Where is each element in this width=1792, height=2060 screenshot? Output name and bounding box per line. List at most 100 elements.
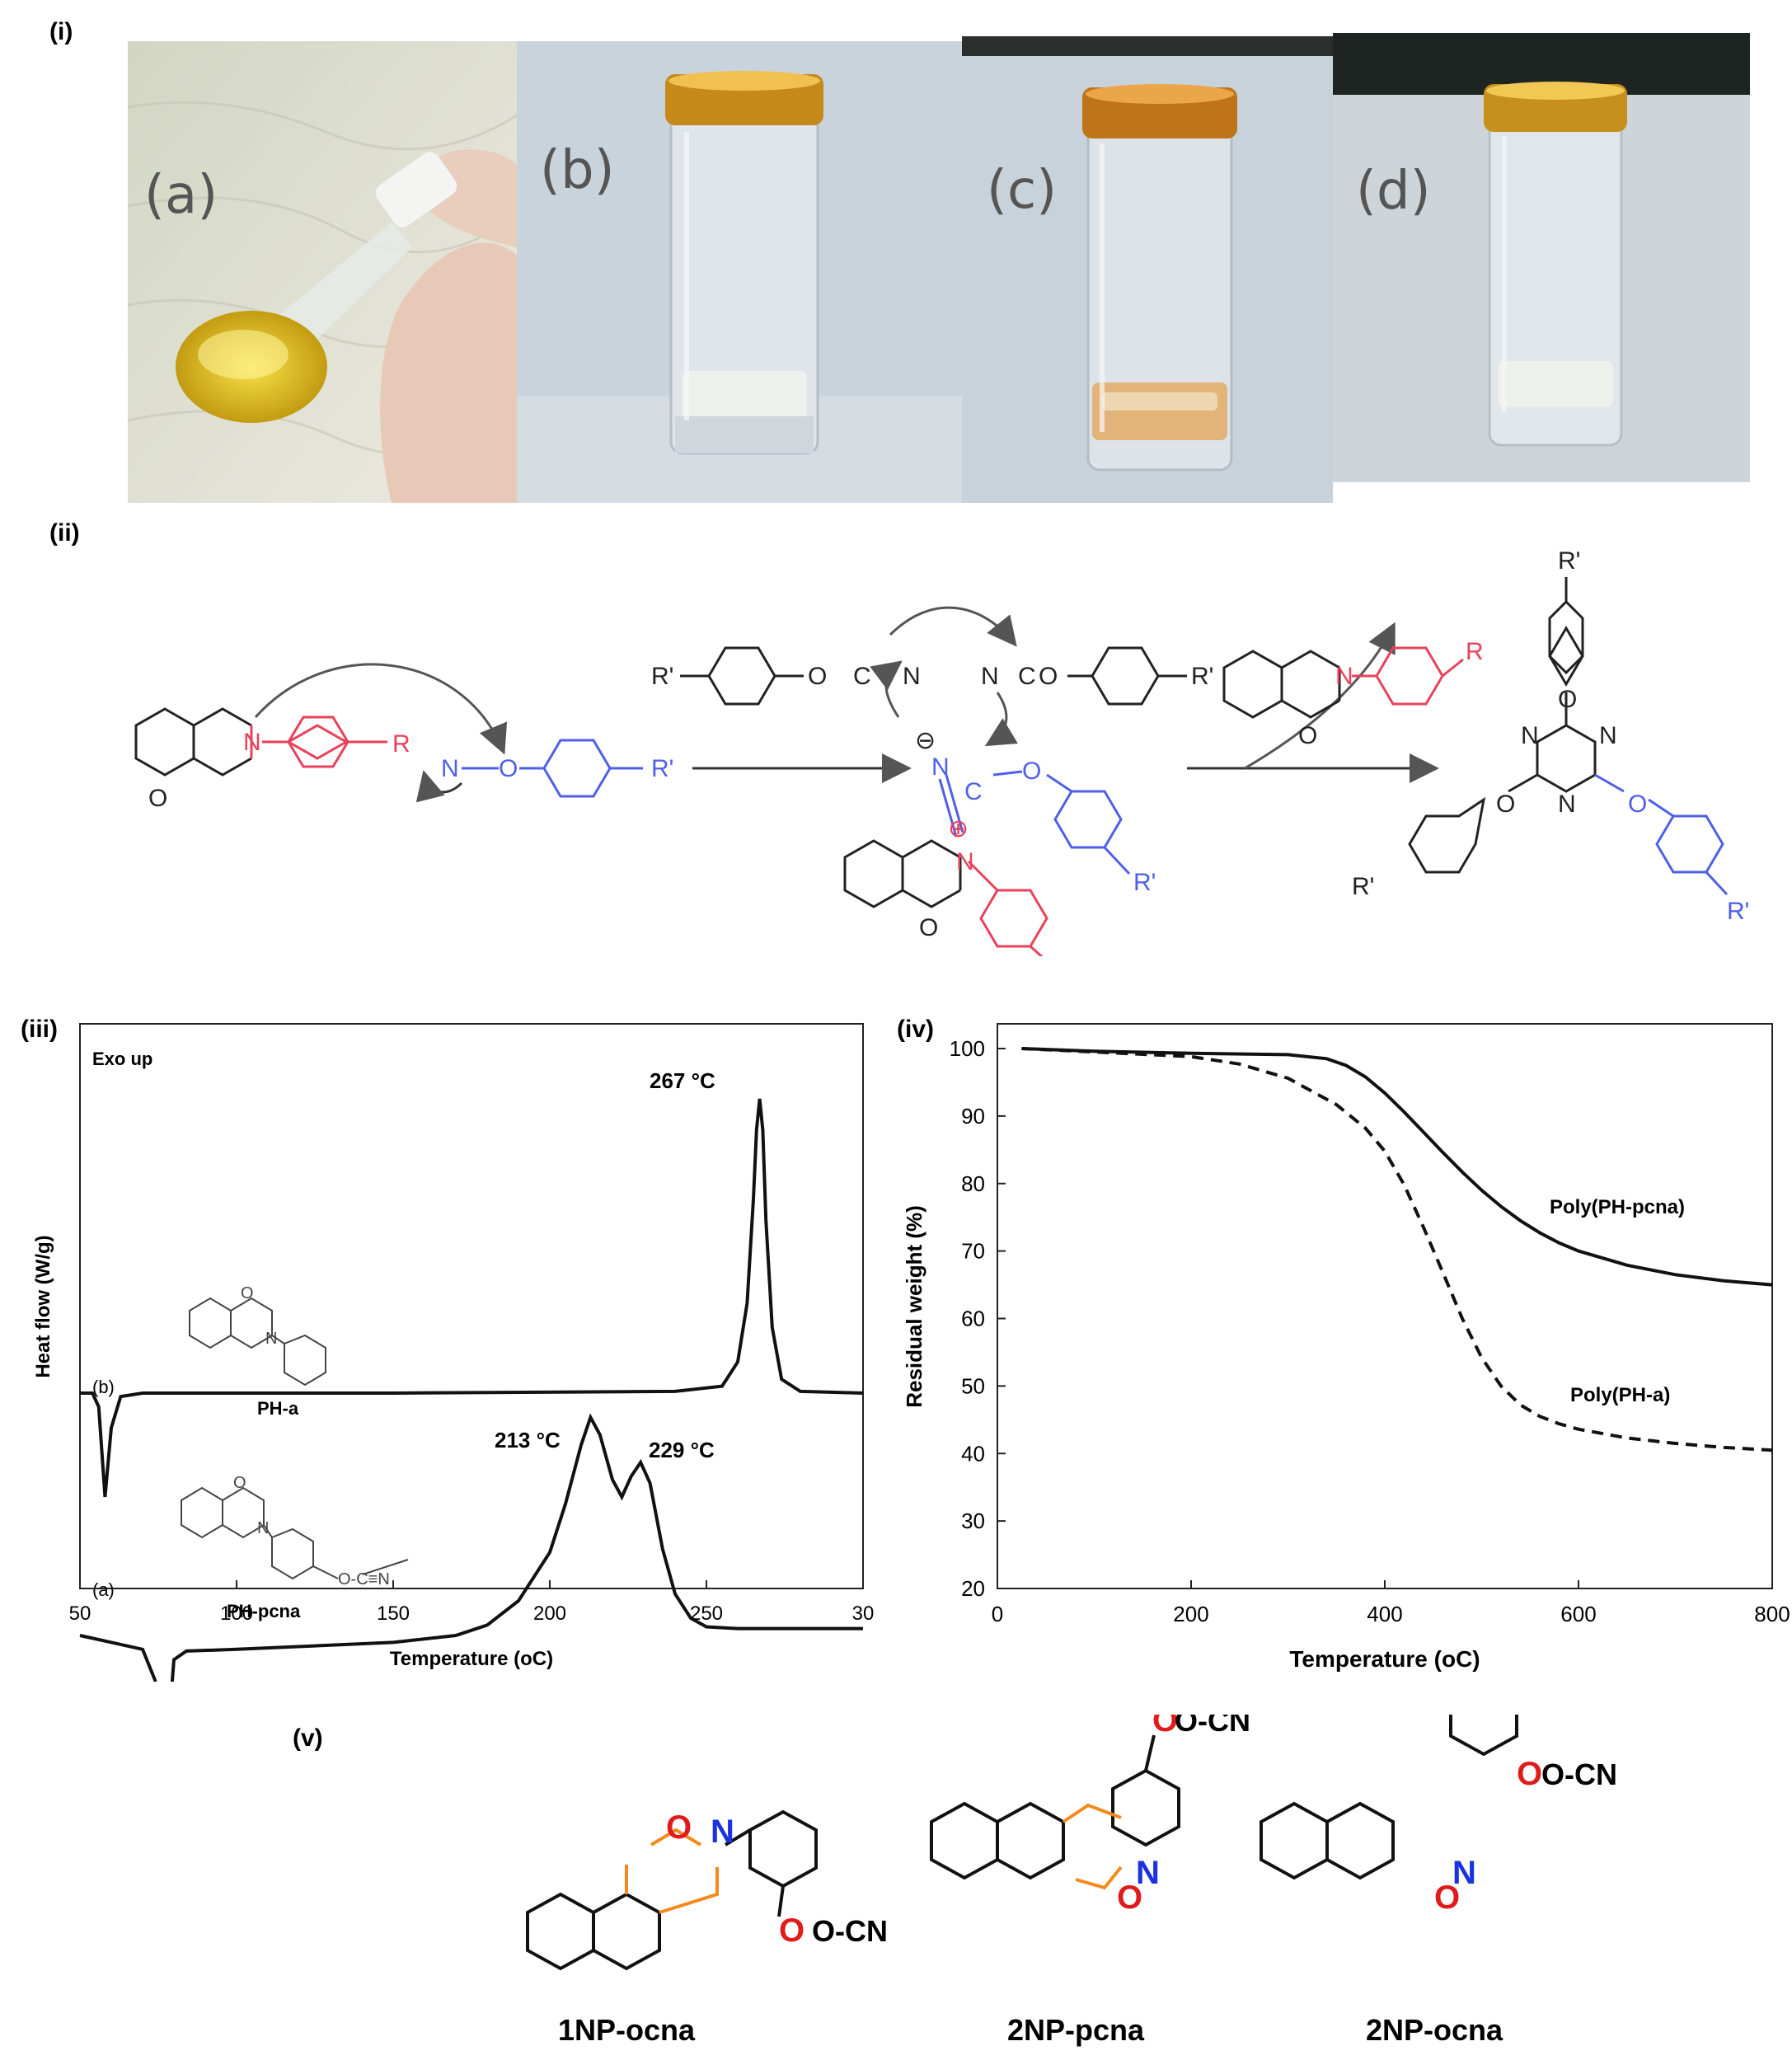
- tga-x-tick-label: 0: [992, 1602, 1003, 1626]
- atom-Rp-1: R': [651, 755, 673, 782]
- substituent-1np-ocna: O-CN: [812, 1914, 888, 1948]
- tga-series-label-pcna: Poly(PH-pcna): [1550, 1196, 1685, 1218]
- tga-y-tick-label: 70: [961, 1239, 985, 1264]
- tga-y-tick-label: 40: [961, 1441, 985, 1466]
- atom-Rp-2: R': [651, 663, 673, 690]
- atom-Rp-7: R': [1727, 898, 1749, 925]
- atom-O-3: O: [808, 663, 827, 690]
- atom-N-6: N: [956, 848, 974, 875]
- photo-c-label: (c): [987, 160, 1058, 221]
- phpcna-structure: [181, 1486, 409, 1580]
- tga-y-tick-label: 30: [961, 1509, 985, 1533]
- dsc-chart: Exo up (b) (a) PH-a PH-pcna 267 °C 213 °…: [32, 1023, 875, 1682]
- substituent-2np-pcna: O-CN: [1175, 1715, 1250, 1738]
- svg-text:O: O: [1117, 1879, 1142, 1916]
- panel-iii-label: (iii): [21, 1016, 58, 1043]
- benzoxazine-benzo-ring-1: [134, 707, 195, 777]
- atom-C-3: C: [964, 778, 983, 805]
- atom-N-2: N: [441, 755, 459, 782]
- dsc-structure-label-phpcna: PH-pcna: [227, 1601, 301, 1621]
- svg-text:O: O: [241, 1284, 254, 1302]
- dsc-y-axis-label: Heat flow (W/g): [32, 1235, 54, 1377]
- atom-O-7: O: [1298, 722, 1317, 749]
- aryl-cyanate-1: [462, 739, 643, 798]
- compound-name-1np-ocna: 1NP-ocna: [558, 2013, 696, 2047]
- atom-Rp-3: R': [1191, 663, 1213, 690]
- svg-text:O-C≡N: O-C≡N: [338, 1570, 390, 1588]
- tga-y-tick-label: 80: [961, 1171, 985, 1196]
- atom-O-9: O: [1496, 791, 1515, 818]
- svg-text:N: N: [1136, 1855, 1160, 1891]
- photo-b-image: [517, 41, 962, 503]
- photo-c-image: [962, 36, 1333, 503]
- benzoxazine-benzo-ring-2: [843, 839, 962, 908]
- atom-N-10: N: [1558, 791, 1576, 818]
- dsc-x-tick-label: 100: [220, 1602, 253, 1625]
- svg-text:N: N: [257, 1519, 269, 1537]
- photo-a-image: [128, 41, 517, 503]
- panel-iv-label: (iv): [897, 1016, 934, 1043]
- svg-text:O: O: [666, 1809, 692, 1846]
- tga-y-tick-label: 20: [961, 1576, 985, 1601]
- n-phenyl-ring-1: [250, 716, 387, 768]
- photo-b: (b): [517, 41, 962, 503]
- atom-O-2: O: [499, 755, 518, 782]
- cyanate-right-intermediate: [1067, 646, 1187, 706]
- atom-O-6: O: [919, 914, 938, 941]
- compound-name-2np-ocna: 2NP-ocna: [1366, 2013, 1503, 2047]
- pha-structure: [189, 1297, 326, 1387]
- dsc-x-tick-label: 200: [533, 1602, 566, 1625]
- tga-chart: 0 200 400 600 800 20 30 40 50 60 70 80 90 100 Poly(PH…: [902, 1023, 1790, 1672]
- dsc-series-label-b: (b): [92, 1377, 115, 1397]
- dsc-annotation-exo-up: Exo up: [92, 1049, 152, 1069]
- atom-Rp-4: R': [1133, 869, 1156, 896]
- oxazine-ring-1np-ocna: [625, 1828, 719, 1914]
- tga-y-tick-label: 50: [961, 1373, 985, 1398]
- tga-y-tick-label: 60: [961, 1307, 985, 1331]
- atom-O-8: O: [1558, 686, 1577, 713]
- photo-a: (a): [128, 41, 517, 503]
- dsc-peak-label-229: 229 °C: [649, 1438, 715, 1462]
- atom-N-4: N: [981, 663, 999, 690]
- atom-O-4: O: [1039, 663, 1058, 690]
- photo-d-image: [1333, 33, 1750, 482]
- svg-text:O: O: [779, 1912, 805, 1949]
- panel-i-label: (i): [49, 18, 73, 45]
- photo-c: (c): [962, 36, 1333, 503]
- dsc-x-tick-label: 30: [852, 1602, 875, 1625]
- panel-v-label: (v): [293, 1724, 323, 1752]
- tga-plot-frame: [997, 1023, 1773, 1589]
- atom-N-7: N: [1335, 663, 1353, 690]
- atom-C-1: C: [853, 663, 871, 690]
- panel-ii-label: (ii): [49, 519, 80, 547]
- dsc-series-group: [79, 1098, 864, 1682]
- photo-d: (d): [1333, 33, 1750, 482]
- dsc-series-line-0: [80, 1098, 864, 1498]
- tga-series-group: [1021, 1047, 1773, 1452]
- atom-N-1: N: [243, 729, 261, 756]
- minus-charge: ⊖: [915, 727, 936, 754]
- svg-text:O: O: [1517, 1756, 1542, 1792]
- dsc-peak-label-267: 267 °C: [650, 1068, 715, 1093]
- atom-N-8: N: [1521, 722, 1539, 749]
- atom-C-2: C: [1018, 663, 1036, 690]
- dsc-series-line-1: [79, 1413, 863, 1682]
- dsc-x-tick-label: 250: [690, 1602, 723, 1625]
- atom-R-3: R: [1466, 638, 1484, 665]
- tga-x-tick-label: 400: [1367, 1602, 1402, 1626]
- atom-N-9: N: [1599, 722, 1617, 749]
- dsc-x-tick-label: 150: [377, 1602, 410, 1625]
- triazine-ring: [1408, 577, 1597, 874]
- svg-text:O: O: [233, 1474, 246, 1492]
- compound-name-2np-pcna: 2NP-pcna: [1007, 2013, 1145, 2047]
- photo-b-label: (b): [540, 140, 615, 201]
- tga-series-label-pha: Poly(PH-a): [1570, 1384, 1670, 1406]
- atom-O-1: O: [148, 785, 167, 812]
- svg-text:N: N: [265, 1330, 277, 1348]
- tga-x-tick-label: 200: [1173, 1602, 1208, 1626]
- photo-a-label: (a): [144, 165, 218, 226]
- svg-text:N: N: [711, 1814, 734, 1850]
- dsc-x-ticks: 50 100 150 200 250 30: [69, 1580, 875, 1625]
- oxazine-ring-2np-pcna: [1062, 1803, 1123, 1890]
- tga-x-tick-label: 800: [1754, 1602, 1790, 1626]
